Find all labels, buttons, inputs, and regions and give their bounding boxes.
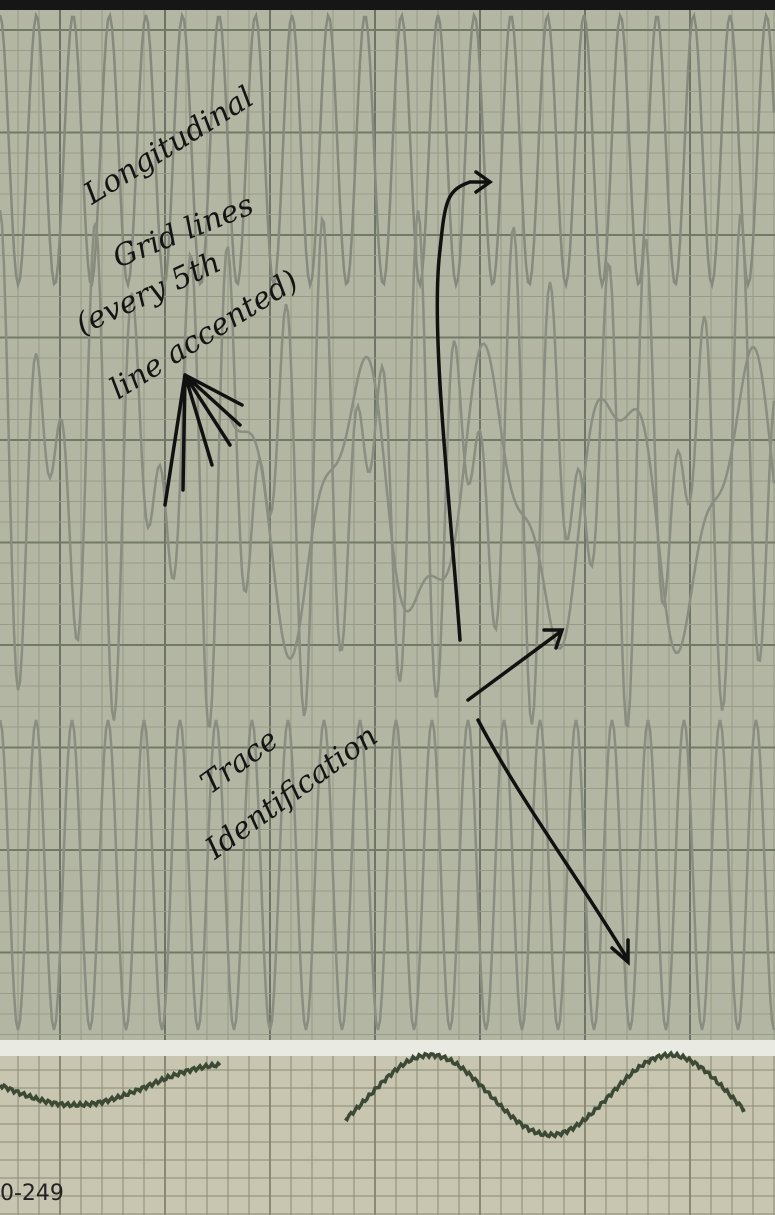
- trace: [228, 342, 775, 661]
- top-edge: [0, 0, 775, 10]
- lower-paper: [0, 1056, 775, 1215]
- trace-arrow-top: [435, 170, 494, 642]
- trace-arrow-bottom: [476, 718, 630, 966]
- trace: [0, 11, 775, 290]
- trace: [344, 1050, 746, 1139]
- paper-gap: [0, 1040, 775, 1056]
- traces: [0, 11, 775, 1139]
- grid-arrows: [163, 373, 244, 507]
- trace: [0, 1060, 222, 1109]
- trace-arrow-mid: [466, 628, 565, 702]
- arrows: [163, 170, 630, 966]
- paper-label: 0-249: [0, 1181, 64, 1206]
- trace: [0, 209, 775, 729]
- trace: [0, 719, 775, 1031]
